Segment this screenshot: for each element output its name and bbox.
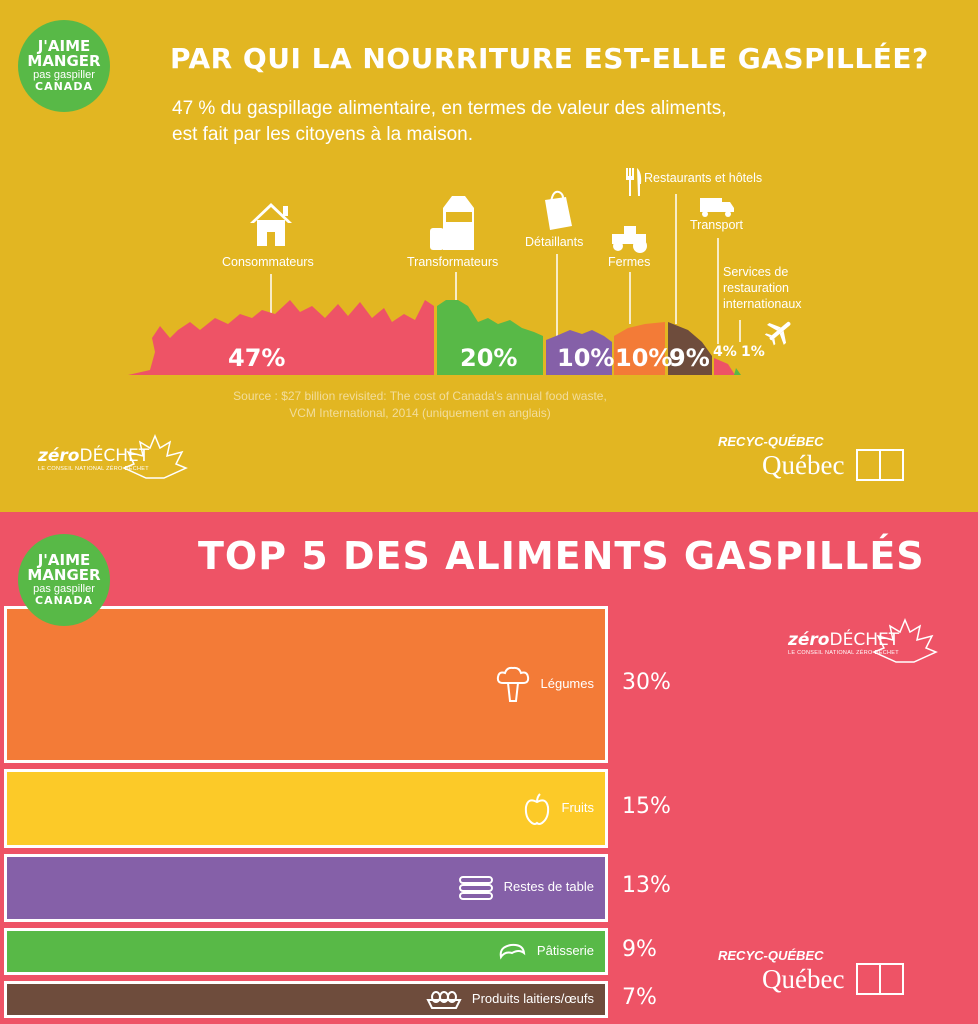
- value-label-restaurants: 9%: [669, 344, 710, 372]
- segment-fermes: [614, 322, 665, 375]
- bar-2: [4, 769, 608, 848]
- love-food-hate-waste-logo: J'AIME MANGER pas gaspiller CANADA: [18, 20, 110, 112]
- subtitle: 47 % du gaspillage alimentaire, en terme…: [172, 96, 726, 148]
- source-line1: Source : $27 billion revisited: The cost…: [233, 389, 607, 403]
- segment-restaurants: [668, 322, 712, 375]
- segment-international: [734, 368, 741, 375]
- bar-value-2: 15%: [622, 793, 671, 819]
- source-line2: VCM International, 2014 (uniquement en a…: [289, 406, 551, 420]
- recyc-quebec-label: RECYC-QUÉBEC: [718, 434, 824, 449]
- bar-4: [4, 928, 608, 975]
- bar-5: [4, 981, 608, 1018]
- subtitle-line1: 47 % du gaspillage alimentaire, en terme…: [172, 98, 727, 119]
- zero-dechet-logo: zéroDÉCHET LE CONSEIL NATIONAL ZÉRO DÉCH…: [38, 434, 188, 479]
- love-food-hate-waste-logo-bottom: J'AIME MANGER pas gaspiller CANADA: [18, 534, 110, 626]
- logo-line3: pas gaspiller: [33, 583, 95, 595]
- tractor-icon: [612, 226, 647, 253]
- quebec-flag-icon: [855, 963, 904, 995]
- airplane-icon: [764, 321, 791, 346]
- bar-label-2: Fruits: [561, 799, 595, 815]
- logo-line2: MANGER: [27, 566, 101, 584]
- croissant-icon: [497, 941, 527, 967]
- value-label-detaillants: 10%: [557, 344, 614, 372]
- bar-value-4: 9%: [622, 936, 657, 962]
- category-label-restaurants: Restaurants et hôtels: [644, 171, 763, 185]
- bar-label-3: Restes de table: [503, 879, 594, 894]
- truck-icon: [700, 198, 734, 217]
- category-label-detaillants: Détaillants: [525, 235, 584, 249]
- recyc-quebec-logo-bottom: RECYC-QUÉBEC Québec: [718, 948, 904, 995]
- logo-line3: pas gaspiller: [33, 69, 95, 81]
- logo-line1: J'AIME: [37, 37, 91, 55]
- zero-dechet-bold: zéro: [788, 630, 830, 650]
- quebec-wordmark: Québec: [762, 449, 845, 480]
- value-label-consommateurs: 47%: [228, 344, 285, 372]
- segment-detaillants: [546, 330, 612, 375]
- bar-3: [4, 854, 608, 922]
- house-icon: [250, 203, 292, 246]
- segment-transformateurs: [437, 300, 543, 375]
- category-label-international: Services de restauration internationaux: [723, 265, 802, 311]
- apple-icon: [522, 792, 552, 830]
- plates-icon: [458, 873, 494, 907]
- quebec-wordmark: Québec: [762, 963, 845, 994]
- milk-carton-icon: [430, 196, 474, 250]
- value-label-transport: 4%: [713, 344, 737, 360]
- maple-leaf-icon: [872, 618, 938, 663]
- fork-knife-icon: [626, 168, 642, 196]
- zero-dechet-subtitle: LE CONSEIL NATIONAL ZÉRO DÉCHET: [788, 650, 899, 656]
- bar-label-1: Légumes: [540, 675, 594, 691]
- logo-line4: CANADA: [35, 80, 93, 93]
- recyc-quebec-label: RECYC-QUÉBEC: [718, 948, 824, 963]
- subtitle-line2: est fait par les citoyens à la maison.: [172, 124, 473, 145]
- leader-lines: [270, 194, 741, 344]
- value-label-fermes: 10%: [615, 344, 672, 372]
- bar-label-4: Pâtisserie: [536, 942, 594, 958]
- segment-consommateurs: [128, 300, 434, 375]
- segment-transport: [714, 358, 735, 375]
- bar-value-5: 7%: [622, 984, 657, 1010]
- shopping-bag-icon: [545, 190, 572, 230]
- value-label-international: 1%: [741, 344, 765, 360]
- value-label-transformateurs: 20%: [460, 344, 517, 372]
- source-note: Source : $27 billion revisited: The cost…: [190, 388, 650, 422]
- bar-value-3: 13%: [622, 873, 671, 898]
- recyc-quebec-logo: RECYC-QUÉBEC Québec: [718, 434, 904, 481]
- category-label-transformateurs: Transformateurs: [407, 255, 499, 269]
- category-label-transport: Transport: [690, 218, 744, 232]
- top-panel: J'AIME MANGER pas gaspiller CANADA PAR Q…: [0, 0, 978, 512]
- zero-dechet-bold: zéro: [38, 446, 80, 466]
- logo-line1: J'AIME: [37, 551, 91, 569]
- zero-dechet-subtitle: LE CONSEIL NATIONAL ZÉRO DÉCHET: [38, 466, 149, 472]
- maple-leaf-icon: [122, 434, 188, 479]
- page-title: PAR QUI LA NOURRITURE EST-ELLE GASPILLÉE…: [170, 42, 929, 75]
- broccoli-icon: [495, 665, 531, 709]
- bar-value-1: 30%: [622, 669, 671, 695]
- top5-title: TOP 5 DES ALIMENTS GASPILLÉS: [198, 534, 925, 578]
- egg-carton-icon: [426, 990, 462, 1014]
- category-label-fermes: Fermes: [608, 255, 651, 269]
- bar-label-5: Produits laitiers/œufs: [471, 990, 594, 1006]
- bottom-panel: TOP 5 DES ALIMENTS GASPILLÉS Légumes 30% F…: [0, 512, 978, 1024]
- zero-dechet-logo-bottom: zéroDÉCHET LE CONSEIL NATIONAL ZÉRO DÉCH…: [788, 618, 938, 663]
- logo-line4: CANADA: [35, 594, 93, 607]
- quebec-flag-icon: [855, 449, 904, 481]
- logo-line2: MANGER: [27, 52, 101, 70]
- waste-by-sector-chart: 47% 20% 10% 10% 9% 4% 1%: [128, 168, 791, 375]
- category-label-consommateurs: Consommateurs: [222, 255, 314, 269]
